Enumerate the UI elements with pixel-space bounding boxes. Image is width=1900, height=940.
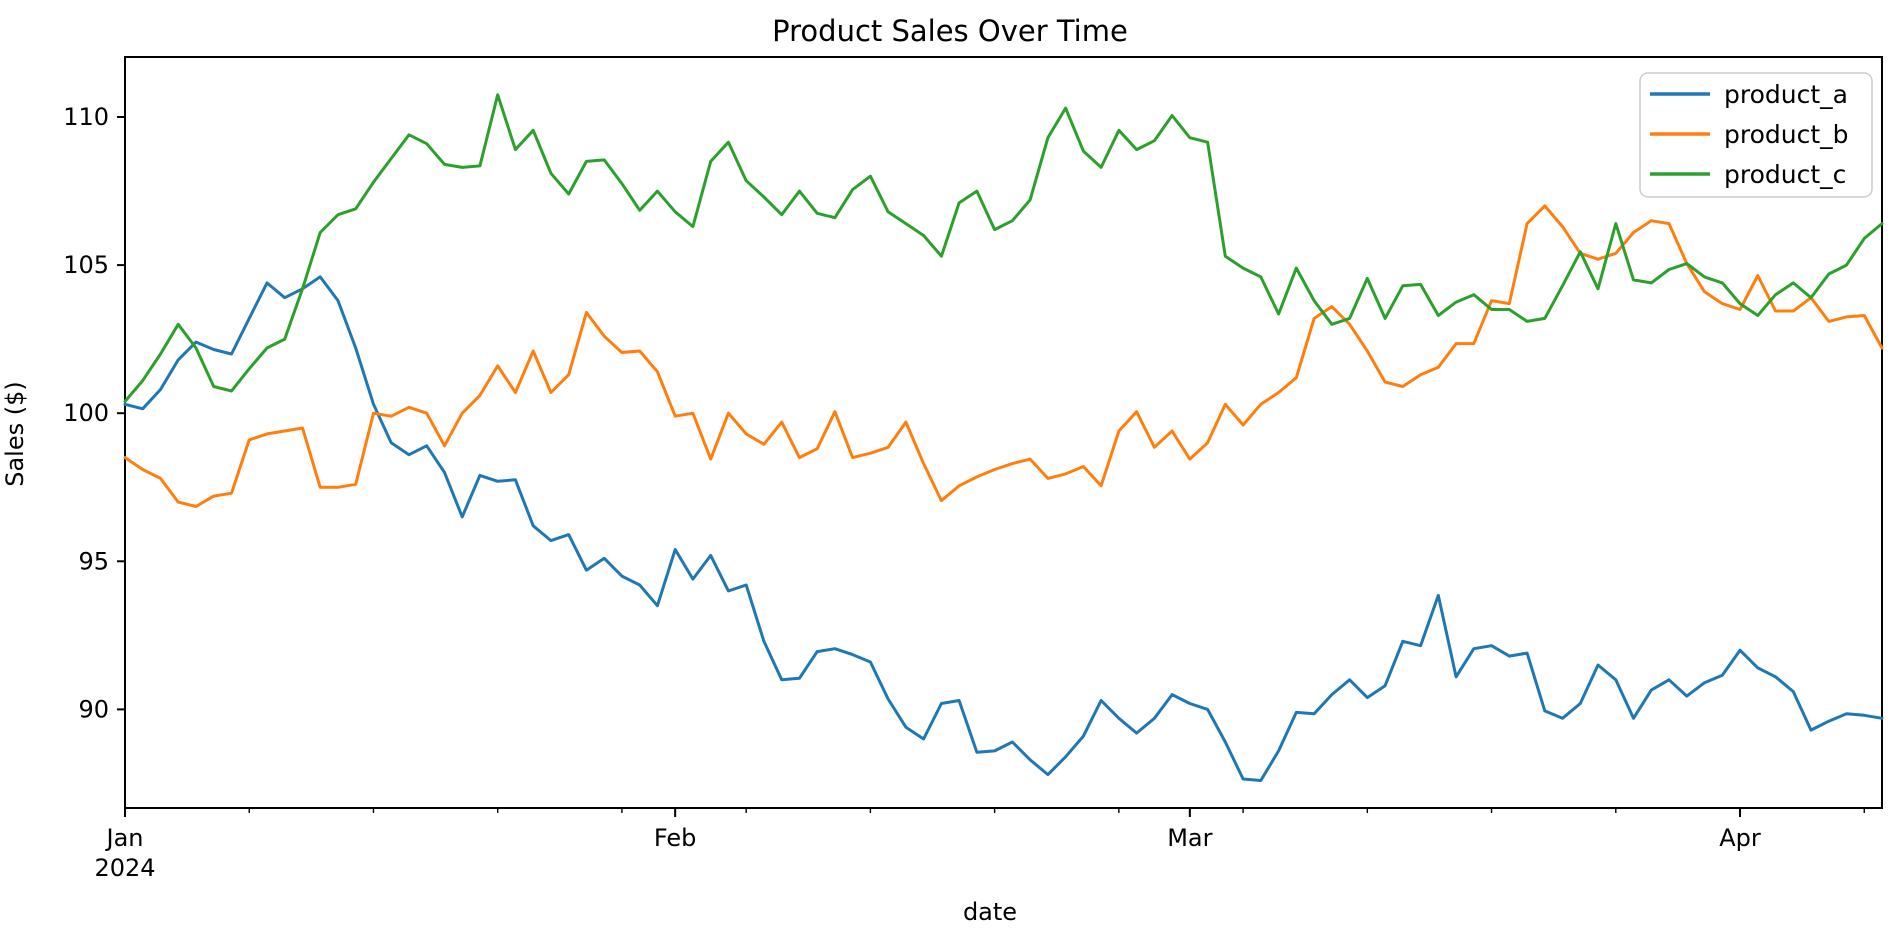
x-tick-label: Mar xyxy=(1167,824,1212,852)
legend-item-product_b: product_b xyxy=(1650,120,1849,149)
legend-label: product_b xyxy=(1724,120,1849,149)
y-tick-label: 100 xyxy=(63,399,109,427)
chart-title: Product Sales Over Time xyxy=(772,14,1128,48)
y-tick-label: 105 xyxy=(63,251,109,279)
legend-item-product_a: product_a xyxy=(1650,80,1848,109)
legend-label: product_c xyxy=(1724,160,1846,189)
y-tick-label: 110 xyxy=(63,103,109,131)
y-tick-label: 95 xyxy=(78,547,109,575)
x-axis-label: date xyxy=(962,898,1018,926)
x-tick-label: Feb xyxy=(654,824,697,852)
series-line-product_b xyxy=(123,204,1884,508)
y-tick-label: 90 xyxy=(78,695,109,723)
x-tick-year-label: 2024 xyxy=(94,854,155,882)
series-line-product_a xyxy=(123,275,1884,782)
x-tick-label: Jan xyxy=(105,824,144,852)
plot-border xyxy=(124,56,1883,809)
legend-label: product_a xyxy=(1724,80,1848,109)
legend-item-product_c: product_c xyxy=(1650,160,1846,189)
x-tick-label: Apr xyxy=(1719,824,1761,852)
series-line-product_c xyxy=(123,93,1884,403)
legend-box xyxy=(1639,72,1873,198)
legend: product_a product_b product_c xyxy=(1639,72,1873,198)
